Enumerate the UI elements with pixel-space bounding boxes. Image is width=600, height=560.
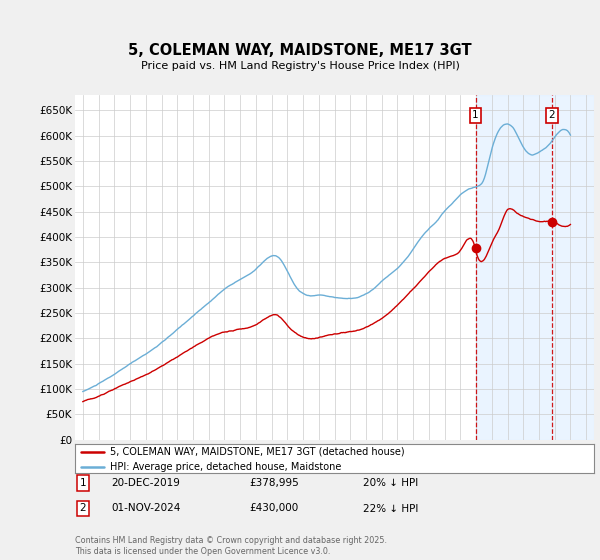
Bar <box>476 95 594 440</box>
Text: 01-NOV-2024: 01-NOV-2024 <box>111 503 181 514</box>
Text: 1: 1 <box>79 478 86 488</box>
Text: Contains HM Land Registry data © Crown copyright and database right 2025.
This d: Contains HM Land Registry data © Crown c… <box>75 536 387 556</box>
Text: £378,995: £378,995 <box>249 478 299 488</box>
Text: 5, COLEMAN WAY, MAIDSTONE, ME17 3GT (detached house): 5, COLEMAN WAY, MAIDSTONE, ME17 3GT (det… <box>110 447 405 457</box>
Text: HPI: Average price, detached house, Maidstone: HPI: Average price, detached house, Maid… <box>110 462 341 472</box>
Text: Price paid vs. HM Land Registry's House Price Index (HPI): Price paid vs. HM Land Registry's House … <box>140 61 460 71</box>
Text: £430,000: £430,000 <box>249 503 298 514</box>
Text: 22% ↓ HPI: 22% ↓ HPI <box>363 503 418 514</box>
Text: 20% ↓ HPI: 20% ↓ HPI <box>363 478 418 488</box>
Text: 5, COLEMAN WAY, MAIDSTONE, ME17 3GT: 5, COLEMAN WAY, MAIDSTONE, ME17 3GT <box>128 43 472 58</box>
Text: 20-DEC-2019: 20-DEC-2019 <box>111 478 180 488</box>
Text: 1: 1 <box>472 110 479 120</box>
Text: 2: 2 <box>548 110 556 120</box>
Text: 2: 2 <box>79 503 86 514</box>
